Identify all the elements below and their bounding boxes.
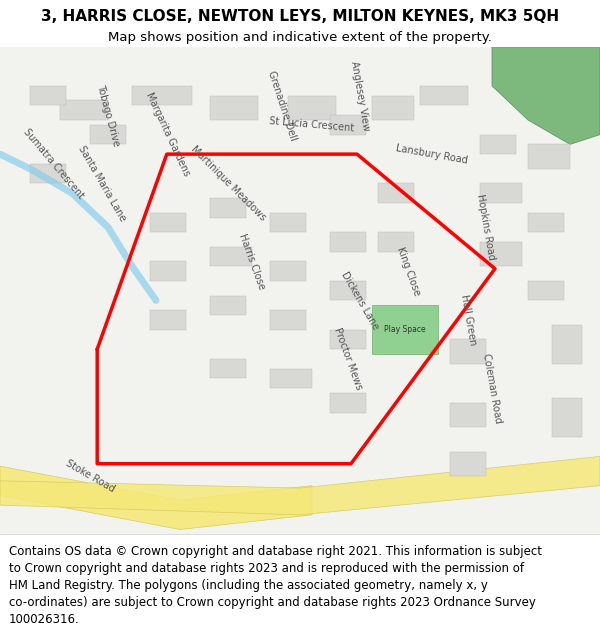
Bar — [330, 329, 366, 349]
Bar — [132, 86, 192, 106]
Text: Hopkins Road: Hopkins Road — [475, 194, 497, 261]
Text: Martinique Meadows: Martinique Meadows — [188, 144, 268, 222]
Text: Tobago Drive: Tobago Drive — [95, 83, 121, 147]
Bar — [552, 325, 582, 364]
Text: Stoke Road: Stoke Road — [64, 458, 116, 494]
Bar — [150, 213, 186, 232]
Polygon shape — [492, 47, 600, 144]
Text: Play Space: Play Space — [384, 325, 426, 334]
FancyBboxPatch shape — [0, 47, 600, 534]
Bar — [480, 242, 522, 266]
Bar — [210, 96, 258, 120]
Bar — [330, 393, 366, 412]
Bar — [450, 402, 486, 427]
Bar — [150, 310, 186, 329]
Bar — [270, 310, 306, 329]
Bar — [528, 281, 564, 301]
Bar — [288, 96, 336, 120]
Text: Hall Green: Hall Green — [458, 294, 478, 346]
Text: Coleman Road: Coleman Road — [481, 352, 503, 424]
Bar — [528, 213, 564, 232]
Bar — [270, 213, 306, 232]
Bar — [330, 115, 366, 134]
Bar — [450, 339, 486, 364]
Bar — [552, 398, 582, 437]
Bar — [210, 198, 246, 217]
Bar — [450, 451, 486, 476]
Polygon shape — [0, 456, 600, 515]
Text: Harris Close: Harris Close — [237, 232, 267, 291]
Polygon shape — [372, 305, 438, 354]
Text: St Lucia Crescent: St Lucia Crescent — [269, 116, 355, 134]
Text: Lansbury Road: Lansbury Road — [395, 143, 469, 166]
Text: Grenadine Dell: Grenadine Dell — [266, 69, 298, 142]
Bar — [480, 183, 522, 203]
Text: Map shows position and indicative extent of the property.: Map shows position and indicative extent… — [108, 31, 492, 44]
Bar — [372, 96, 414, 120]
Text: Anglesey View: Anglesey View — [349, 60, 371, 131]
Bar — [210, 247, 252, 266]
Bar — [270, 261, 306, 281]
Bar — [150, 261, 186, 281]
Text: 3, HARRIS CLOSE, NEWTON LEYS, MILTON KEYNES, MK3 5QH: 3, HARRIS CLOSE, NEWTON LEYS, MILTON KEY… — [41, 9, 559, 24]
Text: Sumatra Crescent: Sumatra Crescent — [22, 127, 86, 201]
Polygon shape — [0, 466, 312, 529]
Text: Dickens Lane: Dickens Lane — [340, 269, 380, 331]
Bar — [330, 281, 366, 301]
Bar — [420, 86, 468, 106]
Bar — [60, 101, 108, 120]
Bar — [330, 232, 366, 252]
Bar — [30, 86, 66, 106]
Bar — [480, 134, 516, 154]
Bar — [90, 125, 126, 144]
Bar — [210, 296, 246, 315]
Bar — [378, 183, 414, 203]
Bar — [528, 144, 570, 169]
Text: Contains OS data © Crown copyright and database right 2021. This information is : Contains OS data © Crown copyright and d… — [9, 545, 542, 625]
Bar — [378, 232, 414, 252]
Text: Margarita Gardens: Margarita Gardens — [144, 91, 192, 178]
Text: Proctor Mews: Proctor Mews — [332, 326, 364, 391]
Bar — [210, 359, 246, 378]
Bar — [30, 164, 66, 183]
Text: Santa Maria Lane: Santa Maria Lane — [76, 144, 128, 223]
Bar — [270, 369, 312, 388]
Text: King Close: King Close — [395, 246, 421, 297]
